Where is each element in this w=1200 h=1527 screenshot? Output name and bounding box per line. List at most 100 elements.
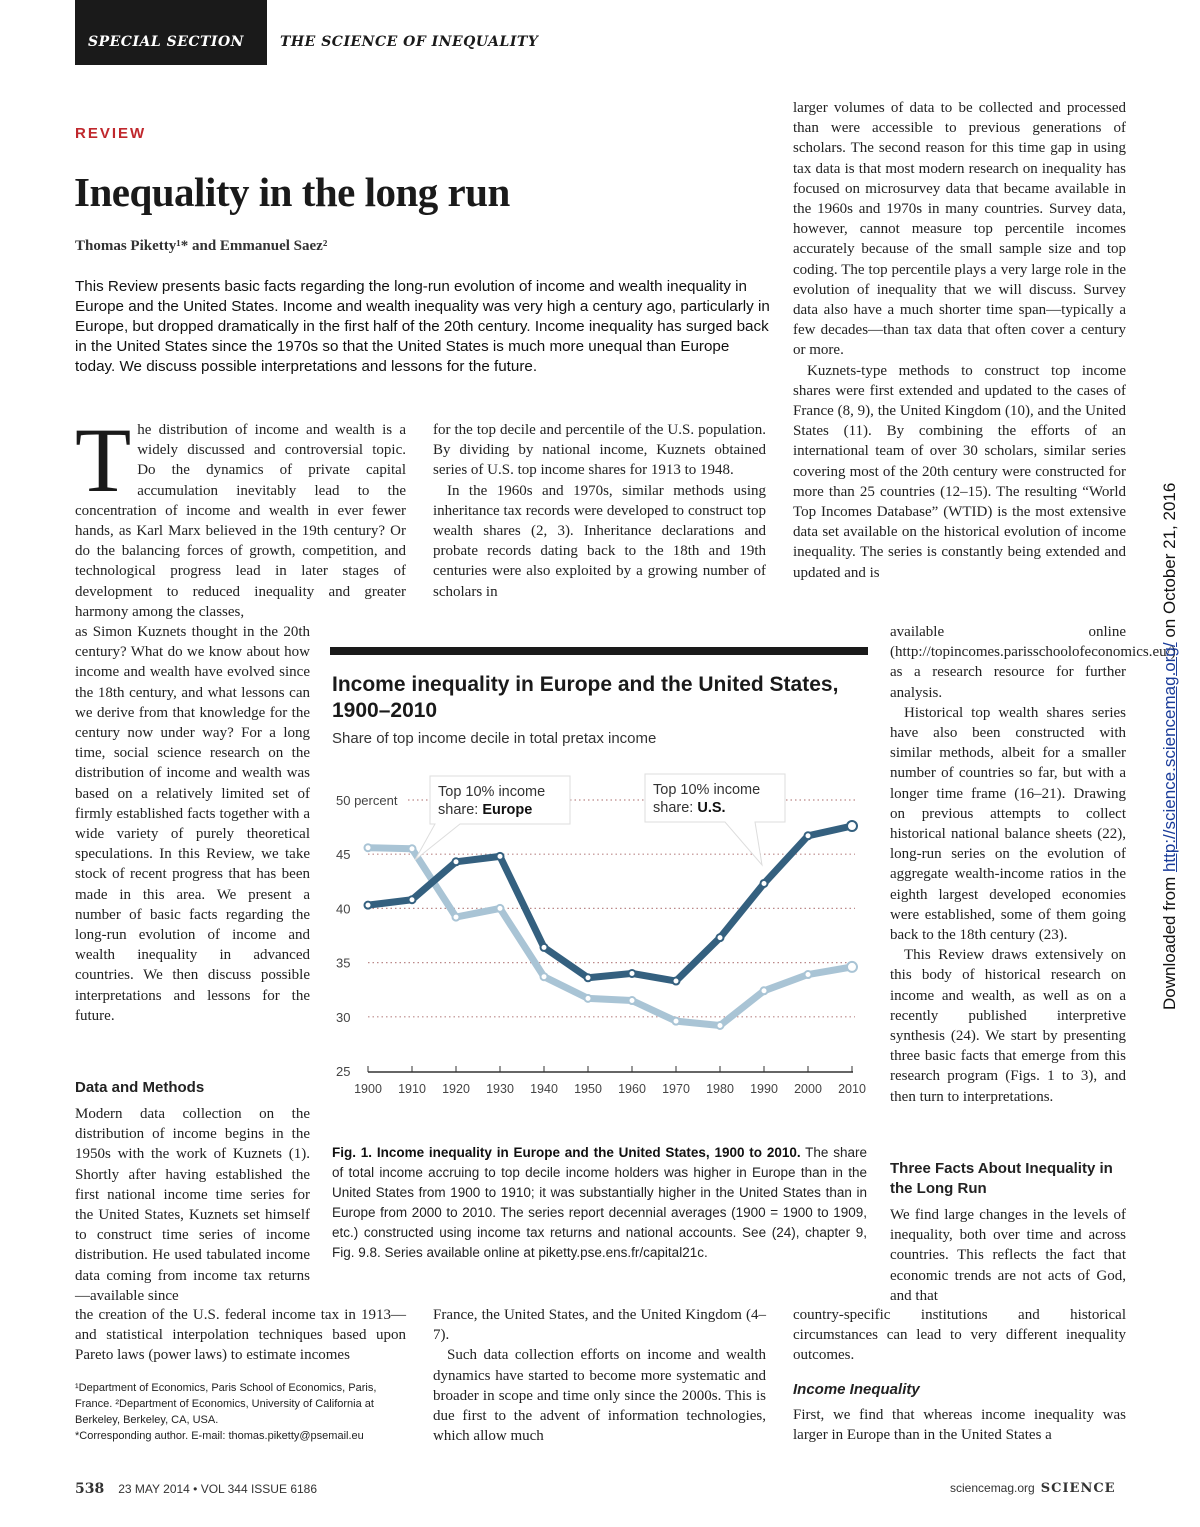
x-tick-label: 2000 (794, 1082, 822, 1096)
download-date: on October 21, 2016 (1160, 482, 1179, 643)
callout-us-text: share: U.S. (653, 800, 726, 816)
line-chart: 25 30 35 40 45 50 percent 1900 1910 1920 1930 1940… (330, 760, 875, 1105)
section-label: SPECIAL SECTION (88, 34, 244, 50)
data-point (803, 831, 813, 841)
journal-name: SCIENCE (1040, 1481, 1116, 1496)
site: sciencemag.org (950, 1481, 1035, 1495)
data-point (363, 843, 373, 853)
series-line-europe (367, 844, 853, 1029)
paragraph: Kuznets-type methods to construct top in… (793, 362, 1126, 581)
data-point (583, 993, 593, 1003)
corresponding-author: *Corresponding author. E-mail: thomas.pi… (75, 1430, 364, 1442)
affiliations: ¹Department of Economics, Paris School o… (75, 1382, 377, 1426)
y-tick-label: 35 (336, 956, 350, 971)
y-tick-label: 25 (336, 1064, 350, 1079)
data-point (671, 976, 681, 986)
x-tick-label: 1900 (354, 1082, 382, 1096)
data-point (846, 960, 858, 973)
footer-right: sciencemag.org SCIENCE (950, 1481, 1116, 1496)
y-tick-label: 45 (336, 847, 350, 862)
article-kicker: REVIEW (75, 125, 147, 142)
chart-subtitle: Share of top income decile in total pret… (332, 730, 657, 747)
paragraph: This Review draws extensively on this bo… (890, 947, 1126, 1105)
download-prefix: Downloaded from (1160, 872, 1179, 1010)
series-line-us (367, 822, 853, 985)
data-point (539, 942, 549, 952)
x-tick-label: 1940 (530, 1082, 558, 1096)
chart-title: Income inequality in Europe and the Unit… (332, 673, 839, 722)
y-tick-label: 40 (336, 901, 350, 916)
x-tick-label: 1950 (574, 1082, 602, 1096)
body-left-3: Modern data collection on the distributi… (75, 1104, 310, 1306)
x-tick-label: 1960 (618, 1082, 646, 1096)
chart-background (330, 760, 875, 1105)
data-point (846, 820, 858, 833)
page-number: 538 (75, 1481, 105, 1497)
x-tick-label: 1970 (662, 1082, 690, 1096)
body-right-4: First, we find that whereas income inequ… (793, 1405, 1126, 1445)
body-left-2: as Simon Kuznets thought in the 20th cen… (75, 622, 310, 1026)
x-tick-label: 1980 (706, 1082, 734, 1096)
section-header-box (75, 0, 267, 65)
data-point (803, 970, 813, 980)
paragraph: In the 1960s and 1970s, similar methods … (433, 482, 766, 600)
heading-income-inequality: Income Inequality (793, 1381, 920, 1398)
data-point (583, 973, 593, 983)
caption-label: Fig. 1. Income inequality in Europe and … (332, 1145, 801, 1160)
data-point (539, 972, 549, 982)
paragraph: Such data collection efforts on income a… (433, 1347, 766, 1445)
footnotes: ¹Department of Economics, Paris School o… (75, 1380, 410, 1444)
x-tick-label: 1910 (398, 1082, 426, 1096)
callout-europe-box (414, 775, 571, 861)
data-point (451, 857, 461, 867)
data-point (715, 1020, 725, 1030)
authors: Thomas Piketty¹* and Emmanuel Saez² (75, 238, 328, 254)
data-point (363, 900, 373, 910)
paragraph: country-specific institutions and histor… (793, 1307, 1126, 1364)
abstract: This Review presents basic facts regardi… (75, 278, 770, 375)
paragraph: Modern data collection on the distributi… (75, 1106, 310, 1304)
data-point (671, 1016, 681, 1026)
drop-cap: T (75, 409, 132, 511)
callout-europe-text: share: Europe (438, 802, 532, 818)
paragraph: he distribution of income and wealth is … (75, 422, 406, 620)
data-point (715, 933, 725, 943)
body-right-3: We find large changes in the levels of i… (890, 1205, 1126, 1306)
body-right-2: available online (http://topincomes.pari… (890, 622, 1176, 1107)
callout-us-box (644, 773, 786, 867)
article-title: Inequality in the long run (74, 169, 510, 215)
paragraph: for the top decile and percentile of the… (433, 422, 766, 479)
body-right-1: larger volumes of data to be collected a… (793, 98, 1126, 583)
y-tick-label: 30 (336, 1010, 350, 1025)
x-tick-label: 1990 (750, 1082, 778, 1096)
paragraph: available online (http://topincomes.pari… (890, 624, 1176, 701)
data-point (759, 986, 769, 996)
download-link[interactable]: http://science.sciencemag.org/ (1160, 642, 1179, 873)
download-note: Downloaded from http://science.sciencema… (1160, 483, 1180, 1010)
heading-data-methods: Data and Methods (75, 1079, 205, 1096)
data-point (627, 968, 637, 978)
paragraph: Historical top wealth shares series have… (890, 704, 1126, 944)
footer-left: 538 23 MAY 2014 • VOL 344 ISSUE 6186 (75, 1481, 317, 1497)
body-left-4: the creation of the U.S. federal income … (75, 1305, 406, 1366)
figure-caption: Fig. 1. Income inequality in Europe and … (332, 1143, 867, 1263)
body-left-1: T he distribution of income and wealth i… (75, 409, 406, 622)
paragraph: France, the United States, and the Unite… (433, 1307, 766, 1344)
figure-rule (330, 647, 868, 655)
section-title: THE SCIENCE OF INEQUALITY (280, 34, 539, 50)
paragraph: First, we find that whereas income inequ… (793, 1407, 1126, 1444)
x-tick-label: 1930 (486, 1082, 514, 1096)
data-point (451, 912, 461, 922)
data-point (759, 878, 769, 888)
heading-three-facts: Three Facts About Inequality in the Long… (890, 1160, 1113, 1197)
body-mid-2: France, the United States, and the Unite… (433, 1305, 766, 1446)
paragraph: as Simon Kuznets thought in the 20th cen… (75, 624, 310, 1024)
body-mid-1: for the top decile and percentile of the… (433, 420, 766, 602)
y-tick-label: 50 percent (336, 793, 398, 808)
paragraph: We find large changes in the levels of i… (890, 1207, 1126, 1304)
paragraph: the creation of the U.S. federal income … (75, 1307, 406, 1364)
paragraph: larger volumes of data to be collected a… (793, 100, 1126, 359)
callout-us-text: Top 10% income (653, 782, 760, 798)
issue-info: 23 MAY 2014 • VOL 344 ISSUE 6186 (118, 1482, 318, 1496)
